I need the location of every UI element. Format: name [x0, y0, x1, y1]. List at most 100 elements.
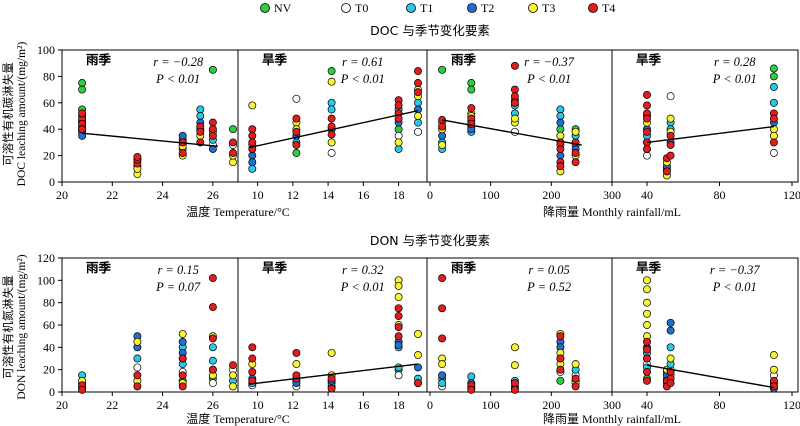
point-t4 [510, 379, 519, 388]
x-tick-label: 20 [56, 188, 68, 202]
point-t3 [327, 77, 336, 86]
point-t4 [510, 92, 519, 101]
point-t4 [78, 385, 87, 394]
point-t4 [666, 131, 675, 140]
point-t4 [414, 379, 422, 388]
point-t1 [467, 372, 476, 381]
legend-swatch-nv [260, 3, 270, 13]
r-value: r = 0.32 [342, 263, 383, 277]
point-t4 [438, 122, 447, 131]
x-tick-label: 40 [641, 398, 653, 412]
point-t4 [643, 145, 651, 153]
panel-frame [426, 49, 613, 183]
point-t4 [327, 114, 336, 123]
point-t4 [229, 361, 237, 370]
point-t4 [643, 127, 651, 136]
p-value: P < 0.01 [340, 280, 385, 294]
x-axis-label-temp-doc: 温度 Temperature/°C [186, 204, 290, 219]
legend-item-t4: T4 [588, 1, 615, 15]
legend-label-t2: T2 [481, 1, 494, 15]
point-t1 [666, 343, 675, 352]
point-t4 [643, 114, 651, 123]
x-tick-label: 26 [207, 188, 219, 202]
point-t3 [414, 351, 422, 360]
point-t4 [643, 367, 651, 376]
point-t4 [327, 130, 336, 139]
point-t4 [208, 334, 217, 343]
y-tick-label: 0 [49, 385, 55, 399]
point-t4 [571, 382, 580, 391]
season-label: 旱季 [636, 52, 662, 67]
point-t4 [556, 332, 565, 341]
point-t3 [438, 360, 447, 369]
point-t2 [556, 151, 565, 160]
point-t1 [556, 112, 565, 120]
point-t3 [643, 309, 651, 318]
y-tick-label: 20 [43, 363, 55, 377]
legend-swatch-t0 [341, 3, 351, 13]
point-t4 [414, 88, 422, 97]
point-t0 [769, 149, 778, 157]
point-t1 [438, 379, 447, 388]
panel-frame [611, 49, 799, 183]
point-t3 [292, 360, 301, 369]
panel-frame [426, 257, 613, 393]
point-t4 [510, 85, 519, 94]
point-t4 [394, 332, 403, 341]
point-t0 [643, 151, 651, 160]
legend-label-t0: T0 [355, 1, 368, 15]
y-tick-label: 0 [49, 175, 55, 189]
p-value: P < 0.01 [712, 280, 757, 294]
point-t3 [414, 329, 422, 338]
point-t4 [571, 149, 580, 157]
point-t3 [414, 112, 422, 120]
point-t3 [394, 281, 403, 290]
x-tick-label: 26 [207, 398, 219, 412]
point-t4 [556, 162, 565, 171]
point-t1 [208, 356, 217, 365]
point-t2 [178, 337, 187, 346]
panel-DON-temp-dry: 10 12 14 16 18 旱季 r = 0.32 P < 0.01 [237, 257, 428, 412]
x-tick-label: 16 [357, 188, 369, 202]
r-value: r = −0.28 [153, 55, 204, 69]
season-label: 雨季 [451, 52, 477, 67]
y-tick-label: 60 [43, 318, 55, 332]
y-tick-label: 60 [43, 96, 55, 110]
legend-swatch-t4 [588, 3, 598, 13]
y-tick-label: 20 [43, 149, 55, 163]
x-tick-label: 200 [542, 188, 560, 202]
y-tick-label: 100 [37, 43, 55, 57]
point-t4 [467, 104, 476, 113]
p-value: P < 0.01 [155, 72, 200, 86]
point-t4 [229, 149, 237, 157]
regression-line [82, 132, 218, 148]
regression-line [646, 125, 774, 144]
point-t4 [208, 274, 217, 283]
x-tick-label: 200 [542, 398, 560, 412]
point-t2 [248, 151, 257, 160]
point-t3 [510, 114, 519, 123]
point-t4 [208, 365, 217, 374]
p-value: P = 0.52 [526, 280, 571, 294]
point-t4 [229, 138, 237, 147]
point-t3 [643, 285, 651, 294]
x-tick-label: 24 [157, 188, 169, 202]
point-t3 [510, 361, 519, 370]
regression-line [442, 119, 582, 146]
point-t4 [769, 114, 778, 123]
point-t4 [556, 365, 565, 374]
point-t4 [414, 79, 422, 87]
point-t4 [510, 61, 519, 70]
point-t4 [643, 345, 651, 354]
point-t4 [643, 101, 651, 110]
point-t0 [510, 127, 519, 136]
x-tick-label: 0 [427, 398, 433, 412]
point-t0 [394, 131, 403, 140]
point-t4 [196, 127, 205, 136]
point-nv [769, 64, 778, 73]
point-t1 [248, 164, 257, 173]
legend-label-t1: T1 [420, 1, 433, 15]
x-tick-label: 14 [322, 398, 334, 412]
row-title-doc: DOC 与季节变化要素 [370, 23, 490, 38]
y-axis-label-don-cn: 可溶性有机氮淋失量 [1, 275, 15, 379]
